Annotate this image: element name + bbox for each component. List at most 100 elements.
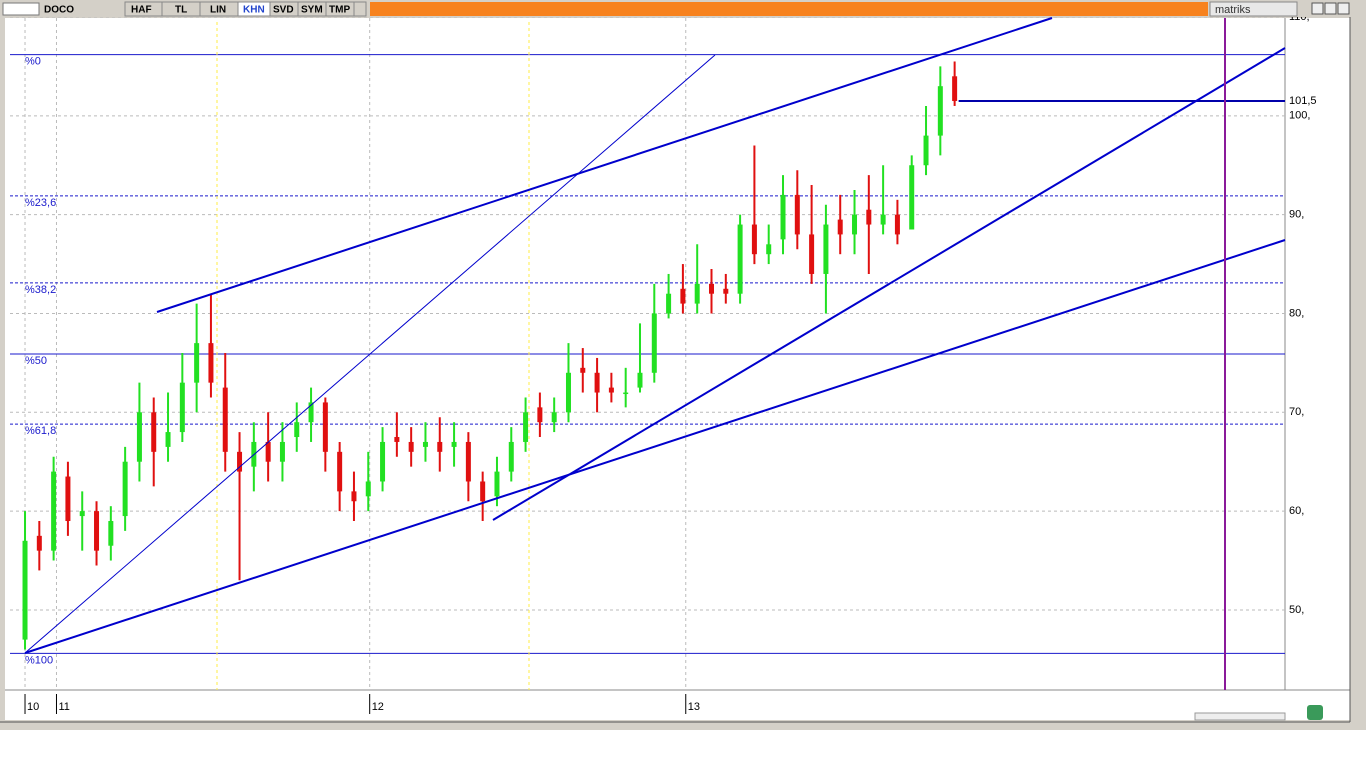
x-tick-label: 12 (372, 701, 384, 713)
trend-line (492, 47, 1286, 521)
candle-body (151, 412, 157, 452)
trend-line (24, 54, 716, 654)
candle-body (837, 219, 843, 235)
candle-body (494, 471, 500, 497)
candle-body (594, 372, 600, 393)
candle-body (237, 451, 243, 472)
toolbar-button[interactable]: KHN (243, 5, 265, 16)
fib-label: %23,6 (25, 197, 56, 209)
toolbar-buttons: DOCO HAF TL LIN KHN SVD SYM TMP (44, 1, 367, 17)
candle-body (623, 392, 629, 395)
window-button[interactable] (1311, 2, 1324, 15)
toolbar-button[interactable]: DOCO (44, 5, 74, 16)
x-tick-label: 11 (58, 701, 69, 713)
candle-body (437, 441, 443, 452)
candle-body (523, 412, 529, 442)
candle-body (451, 441, 457, 447)
refresh-button[interactable] (1307, 705, 1323, 720)
fib-label: %0 (25, 55, 41, 67)
candle-body (208, 343, 214, 383)
toolbar-button[interactable]: HAF (131, 5, 152, 16)
candle-body (179, 382, 185, 433)
candle-body (408, 441, 414, 452)
candle-body (551, 412, 557, 423)
candle-body (894, 214, 900, 235)
candle-body (222, 387, 228, 452)
candle-body (952, 76, 958, 102)
candle-body (36, 535, 42, 551)
fib-label: %50 (25, 355, 47, 367)
toolbar: DOCO HAF TL LIN KHN SVD SYM TMP matriks (0, 0, 1366, 17)
candle-body (923, 135, 929, 166)
candle-body (365, 481, 371, 497)
y-tick-label: 60, (1289, 505, 1304, 517)
candle-body (751, 224, 757, 255)
annotations (24, 17, 1286, 690)
plot: %0 %23,6 %38,2 %50 %61,8 %100 (10, 16, 1285, 690)
fib-label: %38,2 (25, 284, 56, 296)
candle-body (823, 224, 829, 274)
candle-body (580, 367, 586, 373)
candle-body (766, 244, 772, 255)
title-bar (370, 2, 1208, 16)
fib-label: %61,8 (25, 425, 56, 437)
candle-body (279, 441, 285, 462)
candle-body (737, 224, 743, 294)
y-tick-label: 80, (1289, 307, 1304, 319)
candle-body (351, 491, 357, 502)
candle-body (136, 412, 142, 462)
candle-body (380, 441, 386, 482)
candle-body (880, 214, 886, 225)
candle-body (322, 402, 328, 452)
candle-body (79, 511, 85, 517)
candle-body (337, 451, 343, 492)
candle-body (680, 288, 686, 304)
candle-body (65, 476, 71, 522)
toolbar-button[interactable]: LIN (210, 5, 226, 16)
candle-body (780, 194, 786, 240)
candle-body (794, 194, 800, 235)
toolbar-button[interactable]: SYM (301, 5, 323, 16)
candle-body (480, 481, 486, 502)
candle-body (51, 471, 57, 551)
toolbar-button[interactable]: TMP (329, 5, 350, 16)
candle-body (122, 461, 128, 517)
logo-icon (2, 2, 40, 16)
candle-body (422, 441, 428, 447)
candle-body (308, 402, 314, 423)
x-tick-label: 10 (27, 701, 39, 713)
y-tick-label: 70, (1289, 406, 1304, 418)
candle-body (723, 288, 729, 294)
y-tick-label: 90, (1289, 209, 1304, 221)
candle-body (508, 441, 514, 472)
candle-body (108, 521, 114, 546)
candle-body (608, 387, 614, 393)
chart-area (5, 18, 1350, 720)
candle-body (22, 540, 28, 640)
candle-body (265, 441, 271, 462)
window-button[interactable] (1324, 2, 1337, 15)
window-button[interactable] (1337, 2, 1350, 15)
toolbar-button[interactable]: SVD (273, 5, 294, 16)
dropdown[interactable] (353, 1, 367, 17)
toolbar-button[interactable]: TL (175, 5, 187, 16)
candle-body (465, 441, 471, 482)
candle-body (194, 343, 200, 383)
candle-body (165, 432, 171, 447)
candle-body (394, 437, 400, 442)
candle-body (937, 86, 943, 136)
candle-body (537, 407, 543, 423)
candle-body (866, 209, 872, 225)
brand: matriks (1215, 4, 1251, 16)
candle-body (294, 422, 300, 438)
last-price-label: 101,5 (1289, 95, 1317, 107)
candle-body (637, 372, 643, 388)
candle-body (94, 511, 100, 551)
scrollbar[interactable] (1194, 712, 1286, 721)
x-tick-label: 13 (688, 701, 700, 713)
trend-line (24, 239, 1286, 654)
trend-line (156, 17, 1053, 313)
candle-body (694, 283, 700, 304)
